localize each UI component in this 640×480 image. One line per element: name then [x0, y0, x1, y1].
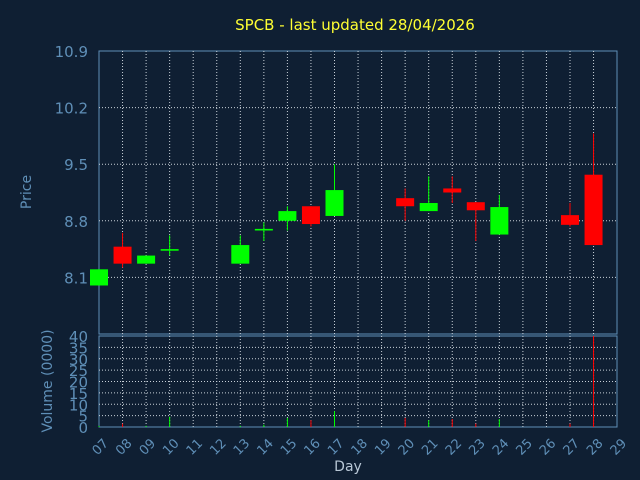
price-tick-label: 8.8 [64, 213, 88, 231]
price-tick-label: 8.1 [64, 269, 88, 287]
volume-tick-label: 30 [69, 351, 88, 369]
price-tick-label: 10.2 [55, 100, 88, 118]
price-tick-label: 9.5 [64, 156, 88, 174]
price-tick-label: 10.9 [55, 43, 88, 61]
x-tick-label: 17 [325, 436, 347, 458]
x-tick-label: 21 [419, 436, 441, 458]
x-tick-label: 14 [254, 436, 276, 458]
price-axis-label: Price [19, 175, 35, 209]
candle-body [90, 269, 108, 286]
x-tick-label: 11 [184, 436, 206, 458]
candle-body [466, 202, 485, 211]
x-tick-label: 22 [443, 436, 465, 458]
x-tick-label: 15 [278, 436, 300, 458]
x-tick-label: 27 [561, 436, 583, 458]
volume-tick-label: 15 [69, 385, 88, 403]
x-axis: 07 08 09 10 11 12 13 14 15 16 17 18 19 20 21 22 23 24 25 26… [90, 436, 630, 458]
x-tick-label: 29 [608, 436, 630, 458]
candle-body [160, 249, 179, 251]
x-tick-label: 13 [231, 436, 253, 458]
x-tick-label: 24 [490, 436, 512, 458]
candle-body [231, 245, 250, 264]
x-tick-label: 25 [513, 436, 535, 458]
x-tick-label: 20 [396, 436, 418, 458]
x-tick-label: 08 [113, 436, 135, 458]
x-tick-label: 12 [207, 436, 229, 458]
x-tick-label: 19 [372, 436, 394, 458]
x-tick-label: 10 [160, 436, 182, 458]
x-tick-label: 18 [349, 436, 371, 458]
x-tick-label: 26 [537, 436, 559, 458]
x-tick-label: 07 [90, 436, 112, 458]
candle-body [419, 203, 438, 212]
volume-tick-label: 25 [69, 362, 88, 380]
x-tick-label: 09 [137, 436, 159, 458]
volume-tick-label: 20 [69, 374, 88, 392]
candle-body [443, 188, 462, 193]
candle-body [490, 207, 509, 235]
candle-body [584, 174, 603, 246]
candle-body [325, 190, 344, 216]
candle-body [301, 206, 320, 225]
volume-tick-label: 0 [78, 419, 88, 437]
x-tick-label: 16 [302, 436, 324, 458]
price-panel: 10.9 10.2 9.5 8.8 8.1 [55, 43, 618, 335]
x-tick-label: 23 [466, 436, 488, 458]
x-tick-label: 28 [584, 436, 606, 458]
volume-tick-label: 10 [69, 396, 88, 414]
x-axis-label: Day [334, 459, 362, 475]
candle-body [396, 198, 415, 207]
candle-body [278, 211, 297, 221]
chart-title: SPCB - last updated 28/04/2026 [235, 16, 475, 34]
candle-body [113, 246, 132, 264]
candle-body [561, 215, 579, 225]
candle-body [137, 255, 156, 264]
volume-tick-label: 35 [69, 339, 88, 357]
candle-body [254, 228, 273, 231]
volume-tick-label: 40 [69, 328, 88, 346]
volume-axis-label: Volume (0000) [40, 329, 56, 432]
volume-tick-label: 5 [78, 408, 88, 426]
